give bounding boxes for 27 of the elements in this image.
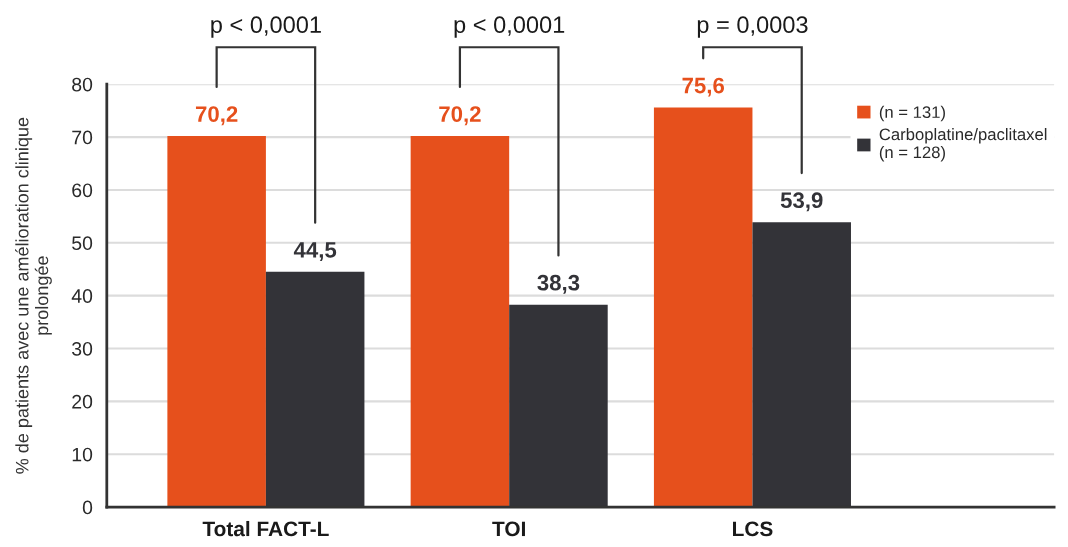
data-label: 44,5 bbox=[293, 242, 337, 261]
legend-label: (n = 131) bbox=[879, 105, 945, 122]
data-label: 70,2 bbox=[439, 106, 481, 126]
y-tick-label: 10 bbox=[72, 447, 93, 462]
y-axis-title: % de patients avec une amélioration clinique prolongée bbox=[15, 117, 52, 474]
bar bbox=[653, 107, 753, 508]
bar bbox=[410, 136, 510, 508]
y-tick-label: 0 bbox=[82, 500, 93, 515]
x-tick-label: LCS bbox=[733, 521, 773, 537]
y-tick-label: 60 bbox=[72, 183, 93, 198]
y-tick-label: 80 bbox=[72, 77, 93, 92]
y-tick-label: 20 bbox=[72, 394, 93, 409]
bar bbox=[167, 136, 266, 508]
x-tick-label: Total FACT-L bbox=[202, 520, 329, 537]
x-tick-label: TOI bbox=[492, 521, 525, 537]
text: p < 0,0001 bbox=[211, 16, 321, 38]
text: p < 0,0001 bbox=[454, 16, 565, 38]
data-label: 70,2 bbox=[195, 106, 238, 126]
y-tick-label: 70 bbox=[72, 130, 93, 145]
legend-label: Carboplatine/paclitaxel (n = 128) bbox=[879, 128, 1047, 162]
y-tick-label: 50 bbox=[72, 236, 93, 251]
data-label: 38,3 bbox=[537, 274, 580, 294]
y-tick-label: 40 bbox=[71, 289, 93, 303]
y-tick-label: 30 bbox=[72, 341, 93, 356]
data-label: 53,9 bbox=[780, 192, 823, 212]
data-label: 75,6 bbox=[682, 77, 725, 97]
text: p = 0,0003 bbox=[697, 16, 808, 38]
